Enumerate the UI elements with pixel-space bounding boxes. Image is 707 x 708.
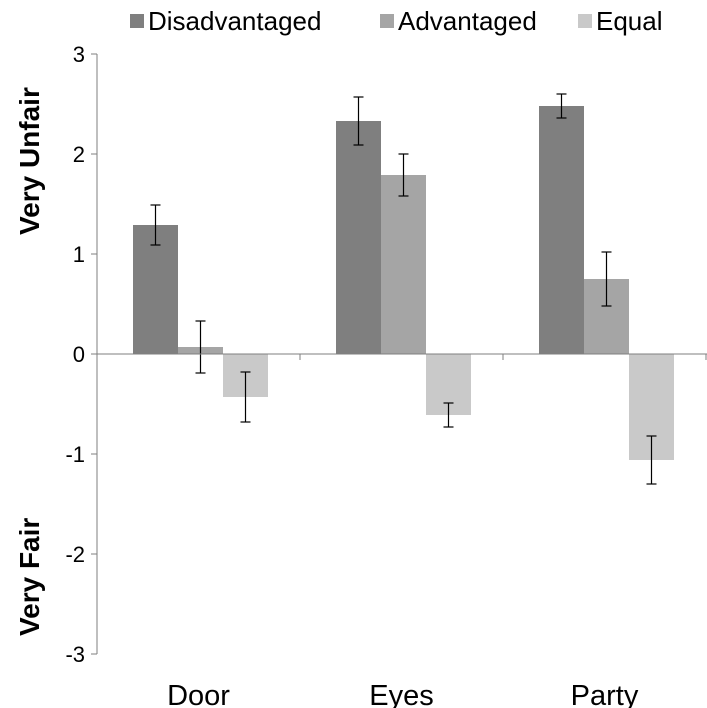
y-tick-label: -1 <box>65 442 85 467</box>
legend-swatch <box>578 14 592 28</box>
y-tick-label: 3 <box>73 42 85 67</box>
y-tick-label: -3 <box>65 642 85 667</box>
legend-swatch <box>380 14 394 28</box>
x-category-label: Party <box>571 680 639 708</box>
bar <box>336 121 381 354</box>
y-tick-label: 1 <box>73 242 85 267</box>
bar <box>539 106 584 354</box>
y-annotation-bottom: Very Fair <box>14 518 45 636</box>
x-category-label: Eyes <box>369 680 433 708</box>
y-tick-label: 2 <box>73 142 85 167</box>
x-category-label: Door <box>167 680 230 708</box>
bar <box>133 225 178 354</box>
y-annotation-top: Very Unfair <box>14 87 45 235</box>
legend-swatch <box>130 14 144 28</box>
axes <box>91 53 707 655</box>
bar <box>381 175 426 354</box>
tick-labels: 3 2 1 0 -1 -2 -3 Door Eyes Party <box>65 42 638 708</box>
legend-label: Equal <box>596 6 663 36</box>
error-bars <box>150 93 657 485</box>
y-tick-label: -2 <box>65 542 85 567</box>
legend-label: Advantaged <box>398 6 537 36</box>
legend: Disadvantaged Advantaged Equal <box>130 6 663 36</box>
legend-label: Disadvantaged <box>148 6 321 36</box>
y-tick-label: 0 <box>73 342 85 367</box>
